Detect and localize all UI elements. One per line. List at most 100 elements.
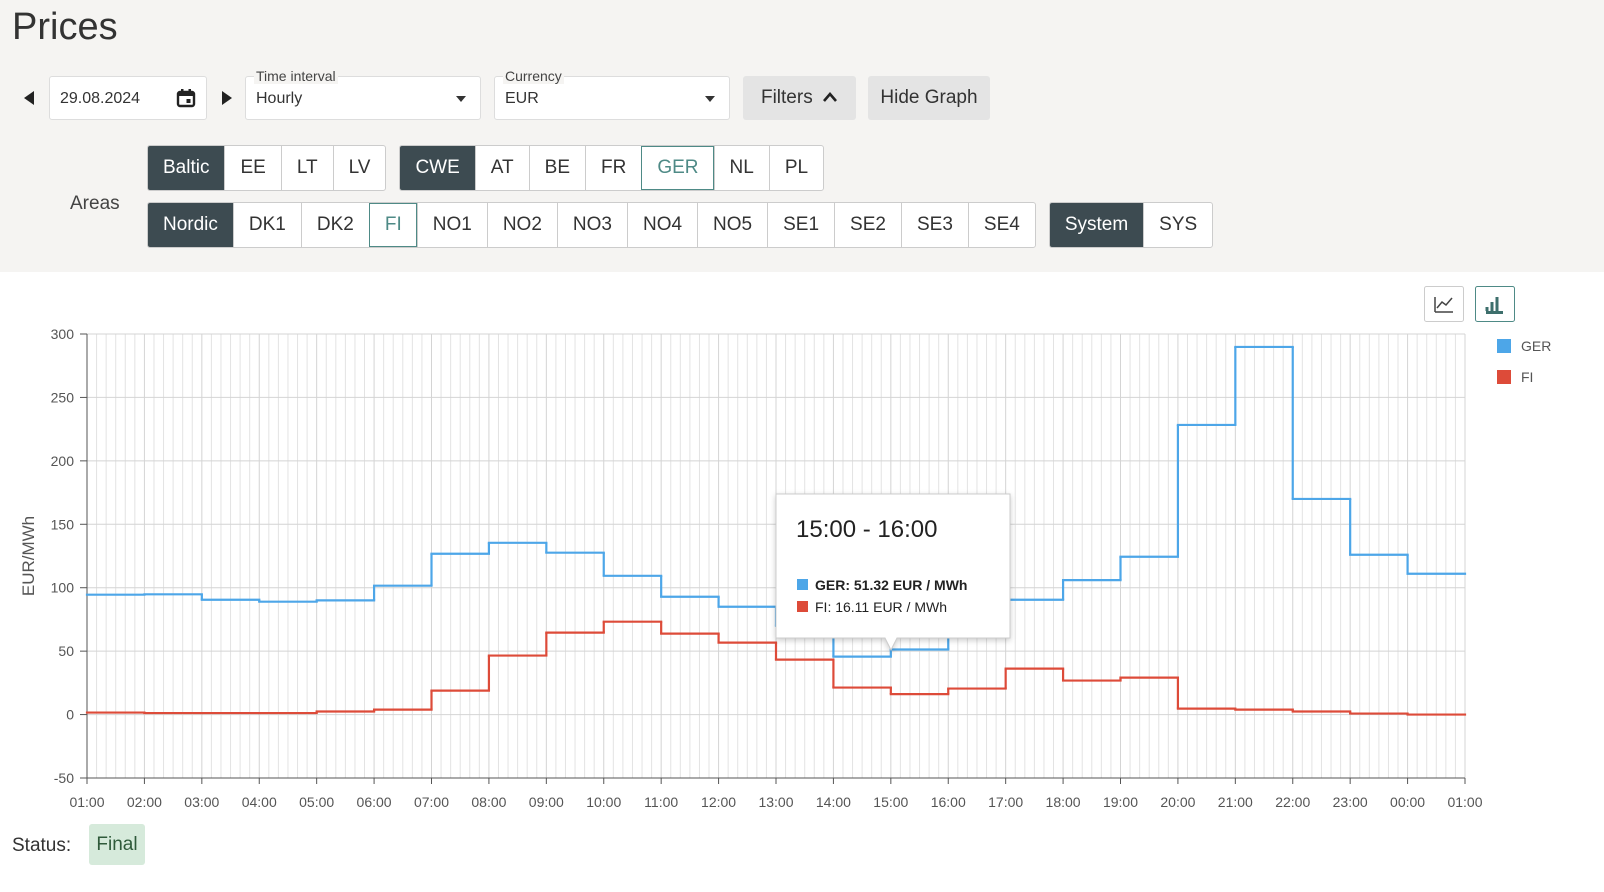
y-tick-label: 100 [51,580,75,596]
prev-day[interactable] [24,91,34,105]
x-tick-label: 15:00 [873,794,908,810]
field-label: Currency [503,68,564,84]
x-tick-label: 01:00 [69,794,104,810]
y-axis-label: EUR/MWh [19,516,38,596]
area-button[interactable]: NO5 [697,203,767,247]
area-button[interactable]: Nordic [148,203,233,247]
y-tick-label: 0 [66,707,74,723]
area-button[interactable]: SYS [1143,203,1212,247]
area-button[interactable]: NO4 [626,203,697,247]
time-interval-select[interactable]: Time interval Hourly [245,68,481,120]
bar-chart-button[interactable] [1475,286,1515,322]
area-button[interactable]: FI [368,203,417,247]
chevron-up [823,92,837,102]
line-chart-icon [1434,297,1453,313]
area-button[interactable]: NO2 [486,203,557,247]
x-tick-label: 05:00 [299,794,334,810]
area-button[interactable]: AT [474,146,529,190]
x-tick-label: 12:00 [701,794,736,810]
area-button[interactable]: LT [280,146,333,190]
area-row: Nordic DK1 DK2 FI NO1 NO2 NO3 NO4 NO5 SE1 SE2 SE3 SE… [147,202,1214,248]
area-button[interactable]: BE [528,146,585,190]
filter-panel: Prices 29.08.2024 Time interval Hourly C… [0,0,1604,272]
tooltip-line: FI: 16.11 EUR / MWh [815,599,947,615]
areas-label: Areas [70,193,120,214]
field-value: EUR [505,90,539,107]
x-tick-label: 01:00 [1447,794,1482,810]
x-tick-label: 11:00 [644,794,678,810]
x-tick-label: 03:00 [184,794,219,810]
area-button[interactable]: SE3 [900,203,968,247]
legend-label: FI [1521,369,1533,385]
area-button[interactable]: LV [332,146,386,190]
dropdown-caret [456,96,466,102]
area-button[interactable]: DK1 [232,203,301,247]
area-group: Nordic DK1 DK2 FI NO1 NO2 NO3 NO4 NO5 SE1 SE2 SE3 SE… [147,202,1036,248]
next-day[interactable] [222,91,232,105]
x-tick-label: 13:00 [758,794,793,810]
tooltip-swatch [797,579,808,590]
date-value: 29.08.2024 [60,90,141,107]
area-button[interactable]: Baltic [148,146,225,190]
x-tick-label: 22:00 [1275,794,1310,810]
bar-chart-icon [1485,297,1503,314]
area-button[interactable]: GER [641,146,714,190]
x-tick-label: 08:00 [471,794,506,810]
area-button[interactable]: EE [224,146,280,190]
filters-button[interactable]: Filters [743,76,856,120]
area-button[interactable]: SE1 [767,203,834,247]
legend-label: GER [1521,338,1551,354]
x-tick-label: 16:00 [931,794,966,810]
chart-type-switch [1424,286,1515,322]
x-tick-label: 14:00 [816,794,851,810]
tooltip: 15:00 - 16:00 GER: 51.32 EUR / MWh FI: 16.… [775,493,1011,652]
area-button[interactable]: FR [585,146,641,190]
area-button[interactable]: DK2 [300,203,369,247]
tooltip-box [775,493,1011,652]
area-group: System SYS [1048,202,1214,248]
area-button[interactable]: NO3 [556,203,627,247]
area-group: CWE AT BE FR GER NL PL [399,145,825,191]
y-tick-label: 200 [51,453,75,469]
area-button[interactable]: CWE [400,146,475,190]
y-tick-label: -50 [54,770,74,786]
area-button[interactable]: SE4 [967,203,1035,247]
legend-swatch [1497,370,1511,384]
field-value: Hourly [256,90,303,107]
area-button[interactable]: System [1049,203,1144,247]
y-tick-label: 300 [51,326,75,342]
legend-swatch [1497,339,1511,353]
x-tick-label: 02:00 [127,794,162,810]
x-tick-label: 09:00 [529,794,564,810]
button-label: Filters [760,87,813,108]
x-tick-label: 18:00 [1046,794,1081,810]
tooltip-line: GER: 51.32 EUR / MWh [815,577,967,593]
x-tick-label: 00:00 [1390,794,1425,810]
date-picker[interactable]: 29.08.2024 [49,76,207,120]
currency-select[interactable]: Currency EUR [494,68,730,120]
area-row: Baltic EE LT LV CWE AT BE FR GER NL PL [147,145,825,191]
status-label: Status: [12,835,72,856]
calendar-icon [176,89,196,108]
x-tick-label: 07:00 [414,794,449,810]
status-badge: Final [89,824,145,865]
x-tick-label: 23:00 [1333,794,1368,810]
area-button[interactable]: PL [768,146,823,190]
y-tick-label: 150 [51,516,75,532]
area-button[interactable]: SE2 [834,203,901,247]
x-tick-label: 04:00 [242,794,277,810]
field-label: Time interval [254,68,338,84]
x-tick-label: 20:00 [1160,794,1195,810]
area-button[interactable]: NO1 [416,203,487,247]
page-title: Prices [12,6,118,48]
tooltip-swatch [797,601,808,612]
dropdown-caret [705,96,715,102]
area-button[interactable]: NL [713,146,769,190]
x-tick-label: 17:00 [988,794,1023,810]
hide-graph-button[interactable]: Hide Graph [868,76,990,120]
y-tick-label: 250 [51,389,75,405]
tooltip-title: 15:00 - 16:00 [796,516,937,543]
x-tick-label: 10:00 [586,794,621,810]
area-group: Baltic EE LT LV [147,145,387,191]
